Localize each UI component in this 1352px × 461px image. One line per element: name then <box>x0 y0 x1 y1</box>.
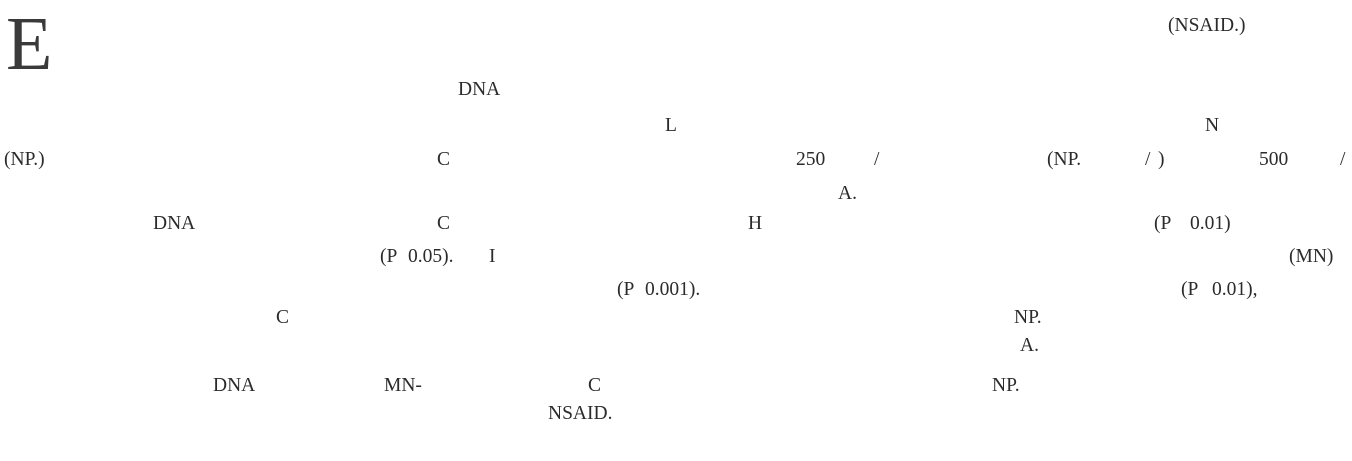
text-fragment: A. <box>838 183 857 204</box>
text-line: NSAID. <box>0 400 1352 428</box>
text-fragment: NP. <box>992 375 1020 396</box>
text-fragment: NP. <box>1014 307 1042 328</box>
text-fragment: (NSAID.) <box>1168 15 1246 36</box>
text-fragment: ) <box>1158 149 1165 170</box>
text-fragment: 0.001). <box>645 279 701 300</box>
text-line: (NP.) C 250 / (NP. / ) 500 / <box>0 146 1352 174</box>
text-fragment: / <box>1145 149 1151 170</box>
text-fragment: (P <box>1154 213 1172 234</box>
text-fragment: 500 <box>1259 149 1289 170</box>
text-fragment: DNA <box>213 375 256 396</box>
text-fragment: (P <box>380 246 398 267</box>
text-line: DNA <box>0 76 1352 104</box>
text-fragment: (NP.) <box>4 149 45 170</box>
text-line: DNA C H (P 0.01) <box>0 210 1352 238</box>
text-fragment: C <box>588 375 602 396</box>
text-fragment: (P <box>617 279 635 300</box>
text-fragment: DNA <box>153 213 196 234</box>
text-line: L N <box>0 112 1352 140</box>
text-fragment: MN- <box>384 375 422 396</box>
text-fragment: 0.01) <box>1190 213 1231 234</box>
text-fragment: A. <box>1020 335 1039 356</box>
text-line: (P 0.05). I (MN) <box>0 243 1352 271</box>
text-fragment: C <box>437 213 451 234</box>
text-line: (P 0.001). (P 0.01), <box>0 276 1352 304</box>
text-fragment: H <box>748 213 763 234</box>
text-fragment: I <box>489 246 496 267</box>
text-fragment: L <box>665 115 677 136</box>
text-line: C NP. <box>0 304 1352 332</box>
text-fragment: 0.05). <box>408 246 454 267</box>
text-line: (NSAID.) <box>0 12 1352 40</box>
text-fragment: (MN) <box>1289 246 1334 267</box>
text-fragment: 0.01), <box>1212 279 1258 300</box>
text-fragment: (NP. <box>1047 149 1082 170</box>
text-fragment: / <box>1340 149 1346 170</box>
text-line: A. <box>0 332 1352 360</box>
text-fragment: DNA <box>458 79 501 100</box>
text-line: DNA MN- C NP. <box>0 372 1352 400</box>
text-line: A. <box>0 180 1352 208</box>
text-fragment: N <box>1205 115 1220 136</box>
text-fragment: C <box>276 307 290 328</box>
text-fragment: NSAID. <box>548 403 613 424</box>
text-fragment: (P <box>1181 279 1199 300</box>
text-fragment: 250 <box>796 149 826 170</box>
text-fragment: C <box>437 149 451 170</box>
drop-cap: E <box>6 2 53 86</box>
text-fragment: / <box>874 149 880 170</box>
